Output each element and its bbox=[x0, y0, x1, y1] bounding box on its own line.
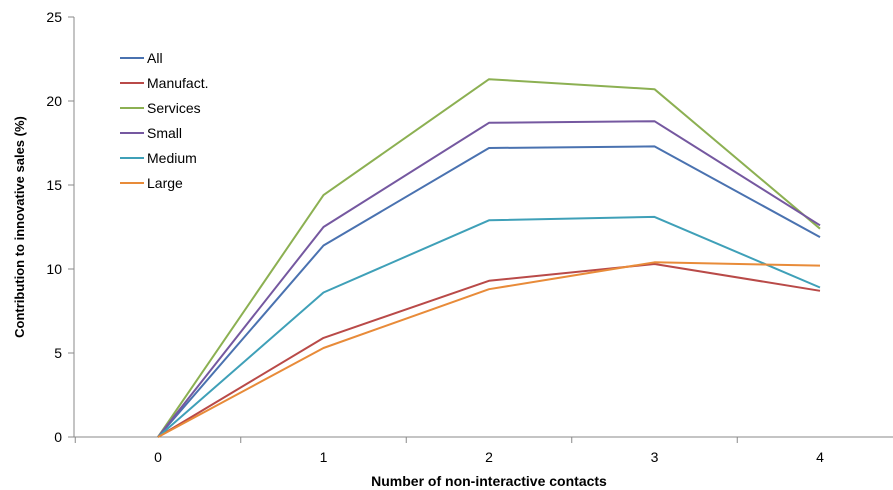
x-tick-label: 0 bbox=[154, 449, 162, 465]
series-line-medium bbox=[157, 215, 821, 438]
x-tick-label: 4 bbox=[816, 449, 824, 465]
legend-item-medium: Medium bbox=[120, 150, 197, 166]
legend-label: Medium bbox=[147, 150, 197, 166]
x-tick-label: 1 bbox=[320, 449, 328, 465]
y-tick-label: 0 bbox=[54, 429, 62, 445]
y-tick-label: 15 bbox=[46, 177, 62, 193]
x-tick-label: 3 bbox=[651, 449, 659, 465]
y-tick-label: 5 bbox=[54, 345, 62, 361]
series-line-manufact bbox=[157, 263, 821, 438]
series-line-small bbox=[157, 120, 821, 438]
series-line-all bbox=[157, 145, 821, 438]
series-line-services bbox=[157, 78, 821, 438]
x-axis-ticks: 0 1 2 3 4 bbox=[74, 437, 824, 465]
y-axis-title: Contribution to innovative sales (%) bbox=[12, 116, 27, 338]
series-line-large bbox=[157, 261, 821, 438]
legend-label: Small bbox=[147, 125, 182, 141]
legend-item-small: Small bbox=[120, 125, 182, 141]
y-tick-label: 25 bbox=[46, 9, 62, 25]
legend-label: All bbox=[147, 50, 163, 66]
axes bbox=[73, 17, 893, 438]
legend-item-all: All bbox=[120, 50, 163, 66]
y-axis-ticks: 0 5 10 15 20 25 bbox=[46, 9, 74, 445]
x-tick-label: 2 bbox=[485, 449, 493, 465]
legend-label: Manufact. bbox=[147, 75, 208, 91]
x-axis-title: Number of non-interactive contacts bbox=[371, 473, 607, 489]
legend-label: Large bbox=[147, 175, 183, 191]
legend-item-large: Large bbox=[120, 175, 183, 191]
legend-label: Services bbox=[147, 100, 201, 116]
y-tick-label: 10 bbox=[46, 261, 62, 277]
y-tick-label: 20 bbox=[46, 93, 62, 109]
legend-item-manufact: Manufact. bbox=[120, 75, 208, 91]
legend-item-services: Services bbox=[120, 100, 201, 116]
series-group bbox=[157, 78, 821, 438]
legend: All Manufact. Services Small Medium Large bbox=[120, 50, 208, 191]
